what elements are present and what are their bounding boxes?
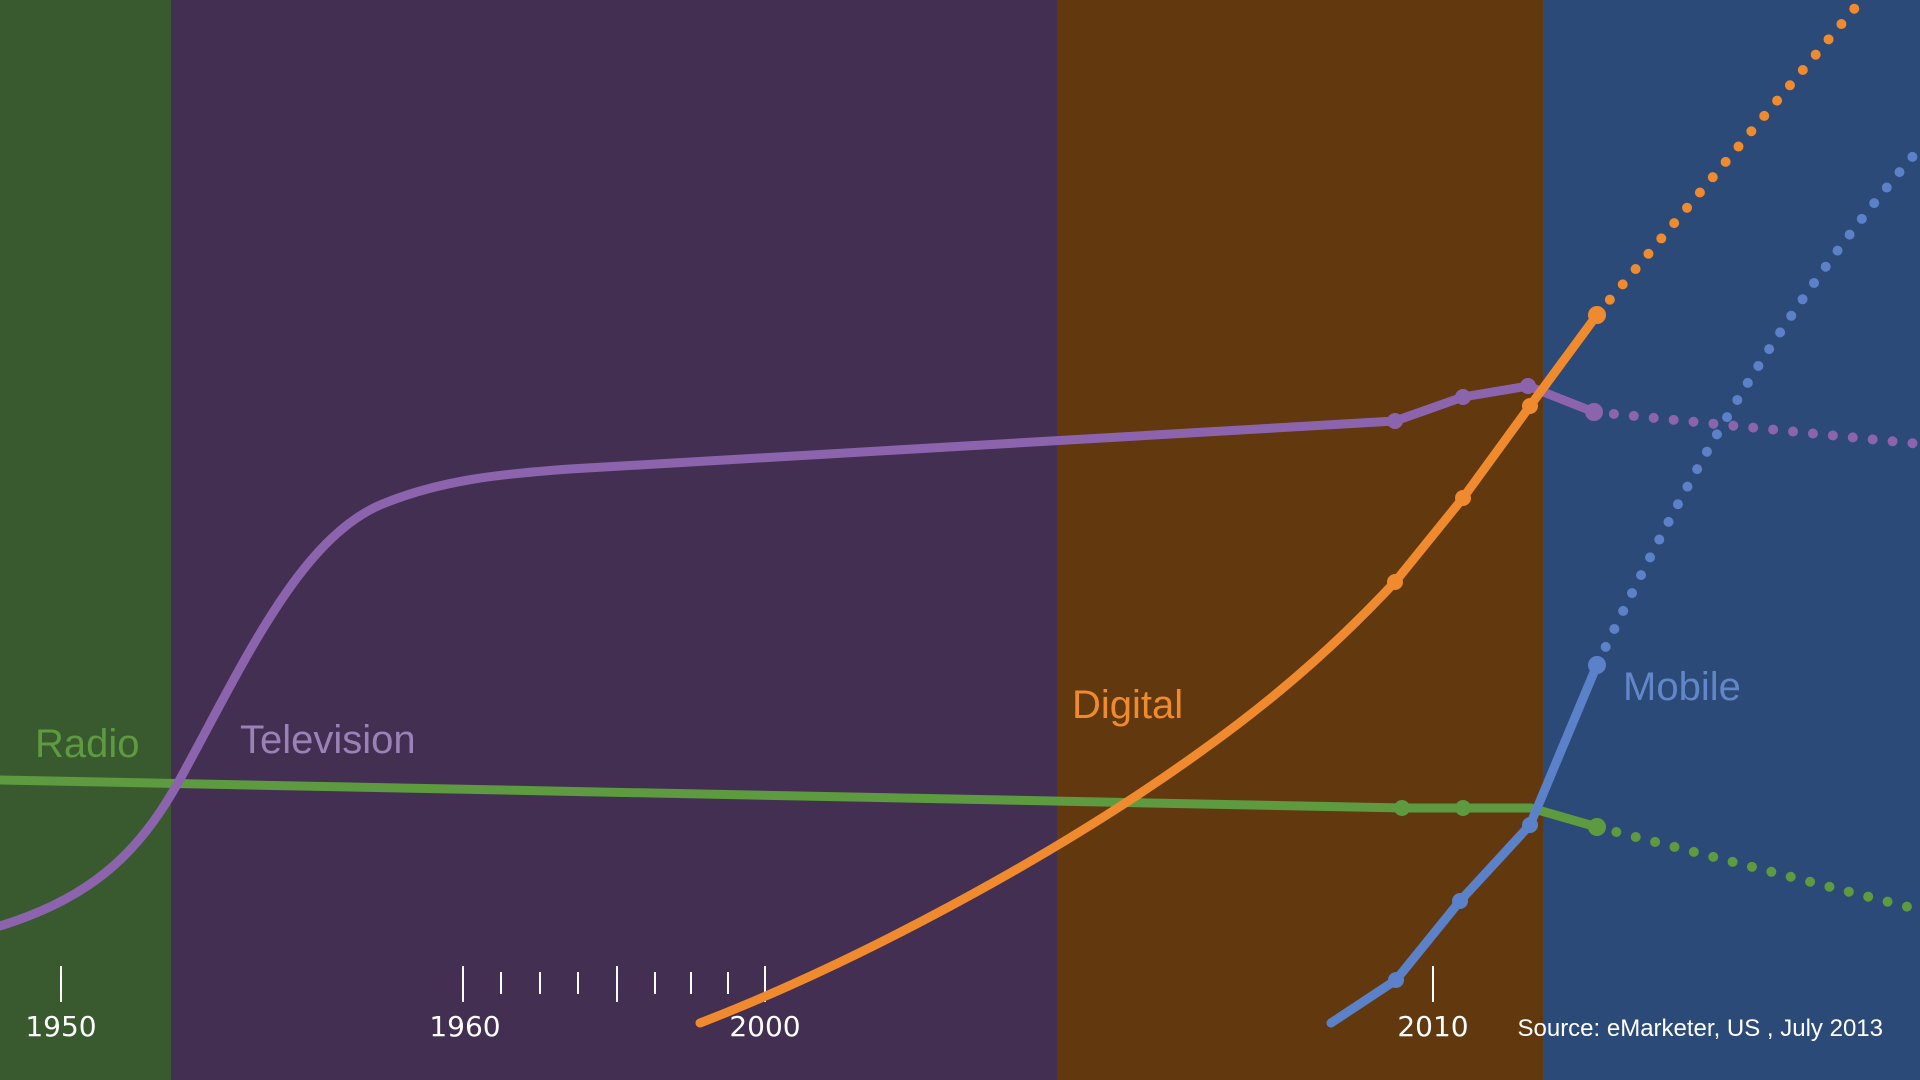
radio-forecast-line	[1592, 822, 1920, 915]
tick-label-1950: 1950	[25, 1010, 96, 1043]
era-band-radio	[0, 0, 171, 1080]
mobile-point	[1588, 656, 1606, 674]
television-point	[1520, 378, 1536, 394]
source-note: Source: eMarketer, US , July 2013	[1517, 1015, 1883, 1042]
tick-labels: 1950 1960 2000 2010	[25, 1010, 1468, 1043]
radio-point	[1588, 818, 1606, 836]
label-digital: Digital	[1072, 683, 1183, 727]
label-television: Television	[240, 718, 416, 762]
tick-label-1960: 1960	[429, 1010, 500, 1043]
television-point	[1585, 403, 1603, 421]
mobile-point	[1522, 817, 1538, 833]
television-point	[1387, 413, 1403, 429]
radio-point	[1394, 800, 1410, 816]
mobile-point	[1388, 972, 1404, 988]
era-band-mobile	[1543, 0, 1920, 1080]
digital-line	[695, 310, 1602, 1028]
era-labels: Radio Television Digital Mobile	[35, 665, 1741, 766]
label-mobile: Mobile	[1623, 665, 1741, 709]
television-forecast-line	[1589, 407, 1920, 449]
era-band-television	[171, 0, 1057, 1080]
mobile-point	[1452, 893, 1468, 909]
television-line	[0, 381, 1599, 931]
digital-point	[1455, 490, 1471, 506]
era-band-digital	[1057, 0, 1543, 1080]
data-markers	[1387, 306, 1606, 988]
digital-point	[1588, 306, 1606, 324]
radio-point	[1455, 800, 1471, 816]
television-point	[1455, 389, 1471, 405]
mobile-forecast-line	[1592, 143, 1920, 670]
digital-point	[1387, 574, 1403, 590]
tick-label-2000: 2000	[729, 1010, 800, 1043]
digital-point	[1522, 398, 1538, 414]
label-radio: Radio	[35, 722, 140, 766]
axis-ticks	[60, 966, 1434, 1002]
tick-label-2010: 2010	[1397, 1010, 1468, 1043]
